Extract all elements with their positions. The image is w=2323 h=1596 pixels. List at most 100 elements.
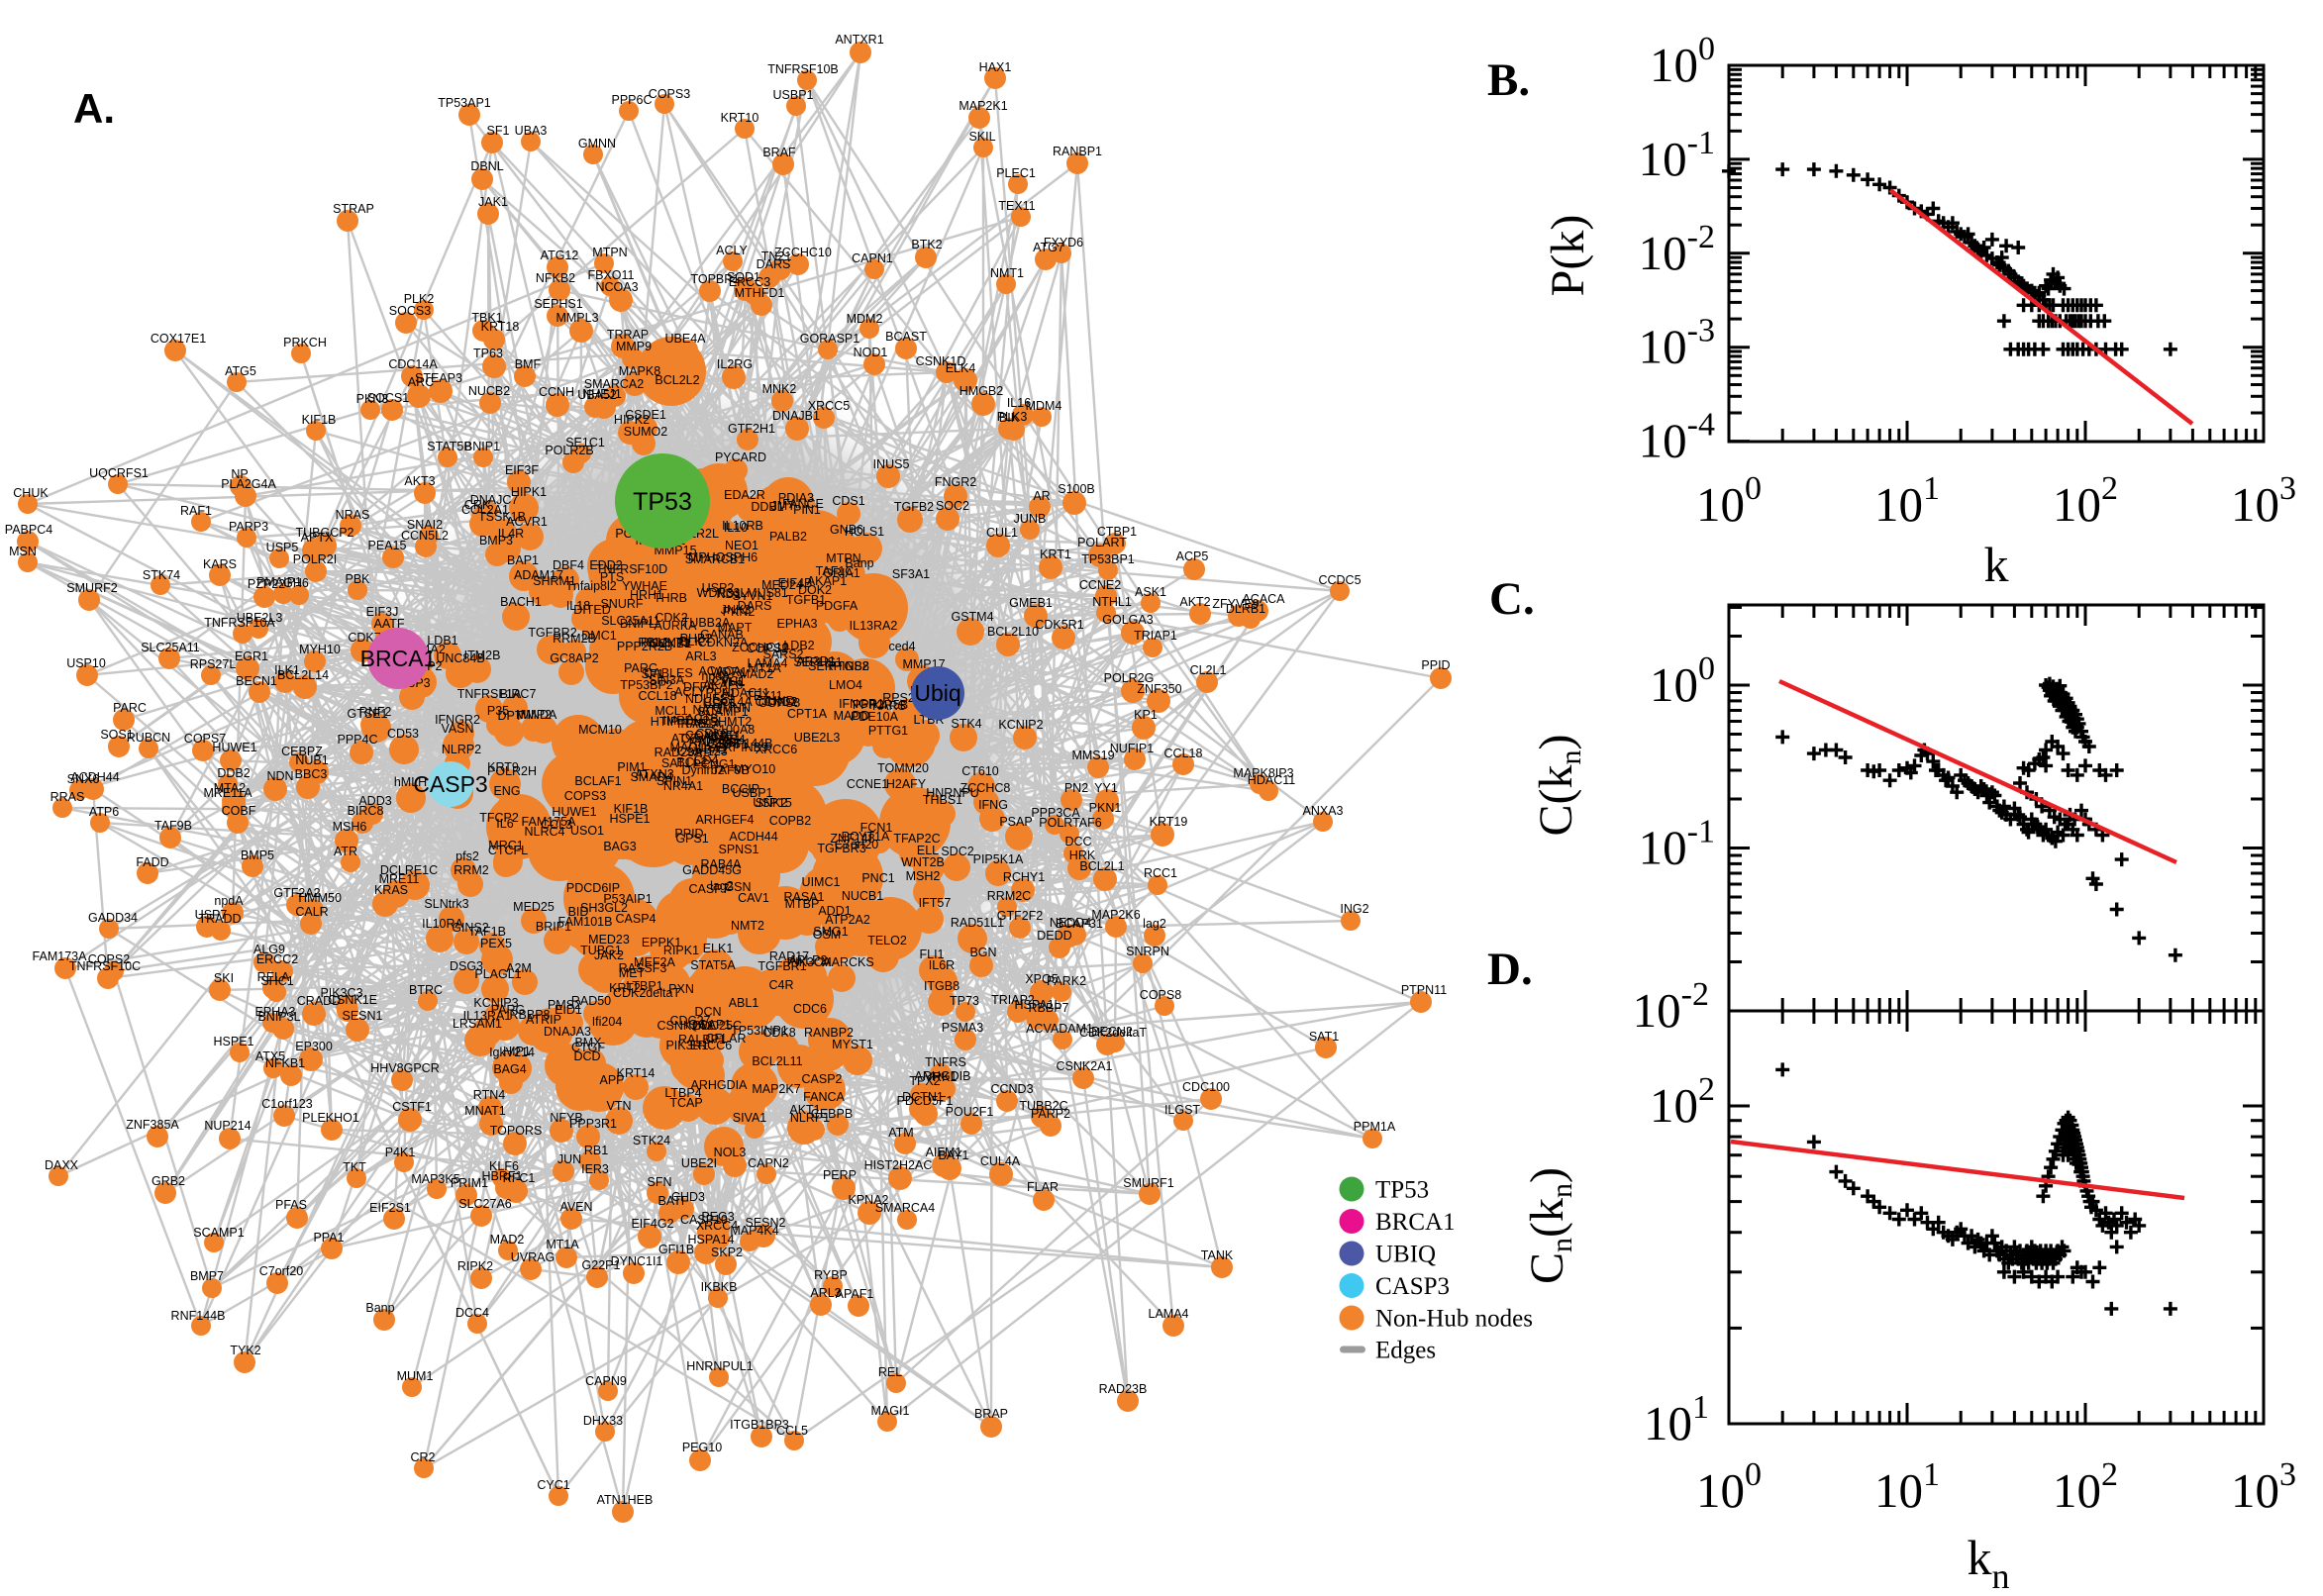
svg-text:SMURF1: SMURF1 <box>1123 1176 1173 1190</box>
svg-text:RIPK2: RIPK2 <box>457 1259 493 1273</box>
svg-text:TNFRSF10B: TNFRSF10B <box>767 62 839 76</box>
svg-text:TP53: TP53 <box>633 488 692 516</box>
svg-text:PEA15: PEA15 <box>368 539 407 552</box>
svg-text:AKT2: AKT2 <box>1179 595 1210 609</box>
svg-text:CDC100: CDC100 <box>1182 1080 1230 1094</box>
svg-text:BNIPL: BNIPL <box>620 617 656 631</box>
svg-text:CAPN2: CAPN2 <box>748 1156 789 1170</box>
svg-text:VTN: VTN <box>607 1099 632 1113</box>
svg-text:PPP3R1: PPP3R1 <box>569 1117 617 1131</box>
svg-text:KARS: KARS <box>203 557 237 571</box>
svg-text:ced4: ced4 <box>888 640 915 653</box>
svg-text:HIP1: HIP1 <box>503 1045 531 1058</box>
svg-text:PSMA3: PSMA3 <box>942 1021 983 1035</box>
svg-text:GTF2F2: GTF2F2 <box>997 909 1044 923</box>
svg-text:DNAJB1: DNAJB1 <box>772 409 820 423</box>
svg-text:CCND3: CCND3 <box>990 1082 1033 1096</box>
svg-text:Banp: Banp <box>365 1301 394 1315</box>
svg-text:PHB2: PHB2 <box>680 632 713 646</box>
svg-text:CDC6: CDC6 <box>793 1002 827 1016</box>
svg-text:DFFA: DFFA <box>683 680 716 694</box>
svg-text:PARK2: PARK2 <box>1047 974 1086 988</box>
svg-text:MAD2: MAD2 <box>490 1233 525 1247</box>
svg-text:RNF144B: RNF144B <box>171 1309 226 1323</box>
svg-text:ERCC6: ERCC6 <box>690 1039 732 1052</box>
svg-text:Edges: Edges <box>1375 1338 1436 1364</box>
svg-text:DBF4: DBF4 <box>553 558 584 572</box>
svg-text:USP2: USP2 <box>702 581 735 595</box>
svg-text:RRM2C: RRM2C <box>987 889 1031 903</box>
svg-text:JAK1: JAK1 <box>478 195 508 209</box>
svg-text:NOL3: NOL3 <box>714 1146 747 1159</box>
svg-text:FANCA: FANCA <box>803 1090 845 1104</box>
svg-text:TNFRS: TNFRS <box>925 1055 966 1069</box>
svg-text:KRT14: KRT14 <box>617 1066 656 1080</box>
svg-text:UBA3: UBA3 <box>515 124 548 138</box>
svg-text:ARL3: ARL3 <box>810 1286 841 1300</box>
svg-text:HMGB2: HMGB2 <box>960 384 1004 398</box>
svg-text:KP1: KP1 <box>1134 708 1158 722</box>
svg-text:ELL: ELL <box>917 844 939 857</box>
svg-text:EIF3J: EIF3J <box>366 605 399 619</box>
svg-text:C.: C. <box>1489 573 1535 625</box>
svg-text:HHV8GPCR: HHV8GPCR <box>370 1061 439 1075</box>
svg-text:CAPN9: CAPN9 <box>585 1374 627 1388</box>
svg-text:BMP7: BMP7 <box>190 1269 224 1283</box>
svg-text:TAF1B: TAF1B <box>468 925 506 939</box>
svg-text:ING2: ING2 <box>1340 902 1368 916</box>
svg-text:SIVA1: SIVA1 <box>733 1111 767 1125</box>
svg-text:KRT9: KRT9 <box>487 760 519 774</box>
svg-text:PDCD6IP: PDCD6IP <box>566 881 620 895</box>
svg-text:NUB1: NUB1 <box>295 753 328 767</box>
svg-text:ADD1: ADD1 <box>818 904 851 918</box>
svg-text:BACH1: BACH1 <box>500 595 542 609</box>
svg-text:ACP5: ACP5 <box>1176 549 1209 563</box>
svg-text:MNAT1: MNAT1 <box>464 1104 505 1118</box>
svg-text:ATG5: ATG5 <box>225 364 256 378</box>
svg-text:npdA: npdA <box>214 894 244 908</box>
svg-text:H2AFY: H2AFY <box>886 777 927 791</box>
svg-text:SNAI2: SNAI2 <box>407 518 443 532</box>
svg-text:GTSE1: GTSE1 <box>348 707 388 721</box>
svg-text:RYBP: RYBP <box>814 1268 848 1282</box>
svg-text:COPS8: COPS8 <box>1140 988 1181 1002</box>
svg-text:PMAIP1: PMAIP1 <box>256 575 302 589</box>
svg-text:STK74: STK74 <box>143 568 180 582</box>
svg-text:BCL2L2: BCL2L2 <box>655 373 699 387</box>
svg-text:STAT5A: STAT5A <box>690 958 736 972</box>
svg-text:PBK: PBK <box>345 572 370 586</box>
svg-text:GPS1: GPS1 <box>675 832 708 846</box>
svg-text:NUCB1: NUCB1 <box>842 889 883 903</box>
svg-text:INUS5: INUS5 <box>873 457 910 471</box>
svg-text:ACVR1: ACVR1 <box>506 515 548 529</box>
svg-text:BAG3: BAG3 <box>603 840 636 853</box>
svg-text:EIF4G2: EIF4G2 <box>631 1217 673 1231</box>
svg-text:BRAP: BRAP <box>974 1407 1008 1421</box>
svg-text:DCN: DCN <box>694 1005 721 1019</box>
svg-text:SUMO2: SUMO2 <box>624 425 668 439</box>
svg-text:PEX5: PEX5 <box>480 937 512 950</box>
svg-text:BCCIP: BCCIP <box>722 782 759 796</box>
svg-text:PARP3: PARP3 <box>229 520 268 534</box>
svg-text:ATM: ATM <box>888 1126 913 1140</box>
svg-text:BIRC8: BIRC8 <box>348 804 384 818</box>
svg-text:ANXA3: ANXA3 <box>1303 804 1344 818</box>
svg-text:PLEKHO1: PLEKHO1 <box>302 1111 359 1125</box>
svg-text:ANTXR1: ANTXR1 <box>835 33 883 47</box>
svg-text:MNDA: MNDA <box>521 708 557 722</box>
svg-text:MYO10: MYO10 <box>734 762 775 776</box>
svg-text:KIF1B: KIF1B <box>302 413 337 427</box>
svg-text:CAPN1: CAPN1 <box>852 251 893 265</box>
svg-text:LTBP4: LTBP4 <box>664 1086 701 1100</box>
svg-text:CDC14A: CDC14A <box>388 357 438 371</box>
svg-text:IL16: IL16 <box>1007 396 1031 410</box>
svg-text:STEAP3: STEAP3 <box>415 371 462 385</box>
svg-text:SOCS3: SOCS3 <box>389 304 431 318</box>
svg-text:PKN1: PKN1 <box>1089 801 1122 815</box>
svg-text:SDC2: SDC2 <box>941 845 973 858</box>
svg-text:PDIA3: PDIA3 <box>778 491 814 505</box>
svg-text:BRCA1: BRCA1 <box>1375 1209 1456 1236</box>
svg-text:KRT19: KRT19 <box>1150 815 1188 829</box>
svg-text:TGFB1: TGFB1 <box>786 593 826 607</box>
svg-text:ELK1: ELK1 <box>703 942 734 955</box>
